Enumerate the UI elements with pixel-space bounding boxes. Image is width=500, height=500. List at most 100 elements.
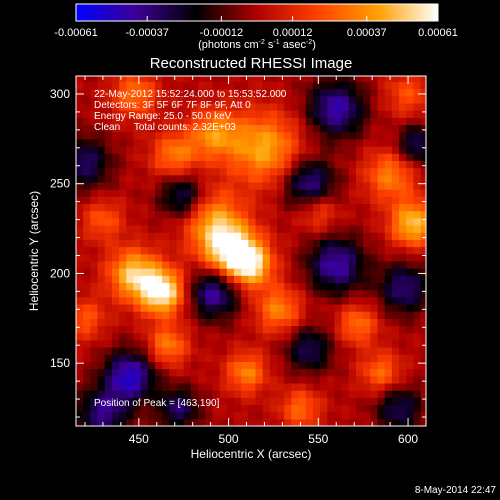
heatmap-cell (305, 268, 314, 276)
heatmap-cell (363, 260, 371, 269)
heatmap-cell (370, 368, 379, 377)
heatmap-cell (83, 296, 91, 305)
heatmap-cell (226, 174, 235, 183)
heatmap-cell (190, 210, 199, 219)
heatmap-cell (377, 332, 386, 341)
heatmap-cell (162, 210, 170, 219)
heatmap-cell (140, 404, 149, 413)
heatmap-cell (83, 325, 91, 334)
heatmap-cell (284, 76, 292, 82)
heatmap-cell (119, 246, 127, 255)
heatmap-cell (334, 210, 343, 219)
heatmap-cell (413, 332, 422, 341)
heatmap-cell (363, 153, 371, 161)
heatmap-cell (133, 260, 142, 269)
heatmap-cell (384, 296, 393, 305)
heatmap-cell (341, 318, 350, 327)
heatmap-cell (413, 189, 422, 197)
heatmap-cell (162, 239, 170, 248)
heatmap-cell (305, 232, 314, 240)
heatmap-cell (162, 181, 170, 190)
heatmap-cell (111, 167, 120, 176)
heatmap-cell (212, 339, 221, 348)
heatmap-cell (198, 397, 206, 406)
heatmap-cell (176, 239, 185, 248)
heatmap-cell (212, 275, 221, 284)
heatmap-cell (126, 296, 135, 305)
heatmap-cell (284, 303, 292, 312)
method-counts-label: Clean Total counts: 2.32E+03 (94, 122, 236, 133)
heatmap-cell (277, 196, 285, 205)
heatmap-cell (104, 196, 113, 205)
heatmap-cell (111, 339, 120, 348)
heatmap-cell (356, 347, 364, 355)
heatmap-cell (327, 347, 336, 355)
heatmap-cell (312, 110, 321, 118)
heatmap-cell (119, 81, 127, 90)
heatmap-cell (154, 146, 163, 154)
heatmap-cell (97, 354, 106, 362)
heatmap-cell (334, 88, 343, 97)
heatmap-cell (219, 411, 228, 420)
heatmap-cell (205, 303, 214, 312)
heatmap-cell (406, 289, 415, 298)
heatmap-cell (284, 210, 292, 219)
heatmap-cell (97, 318, 106, 327)
heatmap-cell (420, 275, 426, 284)
heatmap-cell (284, 117, 292, 126)
heatmap-cell (334, 347, 343, 355)
heatmap-cell (284, 217, 292, 226)
heatmap-cell (384, 325, 393, 334)
heatmap-cell (255, 76, 264, 82)
heatmap-cell (126, 411, 135, 420)
heatmap-cell (147, 282, 156, 291)
heatmap-cell (205, 217, 214, 226)
heatmap-cell (277, 124, 285, 133)
heatmap-cell (312, 332, 321, 341)
heatmap-cell (119, 368, 127, 377)
heatmap-cell (198, 239, 206, 248)
heatmap-cell (205, 246, 214, 255)
heatmap-cell (370, 131, 379, 140)
heatmap-cell (233, 375, 242, 384)
heatmap-cell (399, 303, 407, 312)
heatmap-cell (248, 382, 257, 391)
heatmap-cell (147, 390, 156, 398)
heatmap-cell (133, 282, 142, 291)
heatmap-cell (219, 189, 228, 197)
heatmap-cell (363, 138, 371, 147)
heatmap-cell (320, 246, 328, 255)
heatmap-cell (126, 181, 135, 190)
heatmap-cell (248, 153, 257, 161)
heatmap-cell (154, 217, 163, 226)
heatmap-cell (413, 153, 422, 161)
heatmap-cell (83, 124, 91, 133)
heatmap-cell (370, 76, 379, 82)
heatmap-cell (277, 167, 285, 176)
heatmap-cell (420, 124, 426, 133)
heatmap-cell (219, 246, 228, 255)
plot-frame (75, 75, 427, 427)
heatmap-cell (205, 110, 214, 118)
heatmap-cell (76, 303, 84, 312)
heatmap-cell (111, 375, 120, 384)
heatmap-cell (420, 81, 426, 90)
heatmap-cell (262, 325, 271, 334)
heatmap-cell (97, 174, 106, 183)
heatmap-cell (97, 397, 106, 406)
heatmap-cell (255, 181, 264, 190)
heatmap-cell (76, 160, 84, 169)
heatmap-cell (241, 95, 249, 104)
heatmap-cell (212, 146, 221, 154)
heatmap-cell (90, 275, 99, 284)
heatmap-cell (126, 275, 135, 284)
heatmap-cell (104, 296, 113, 305)
heatmap-cell (126, 354, 135, 362)
heatmap-cell (413, 160, 422, 169)
heatmap-cell (363, 174, 371, 183)
heatmap-cell (334, 239, 343, 248)
heatmap-cell (262, 268, 271, 276)
heatmap-cell (277, 390, 285, 398)
heatmap-cell (248, 260, 257, 269)
heatmap-cell (111, 354, 120, 362)
